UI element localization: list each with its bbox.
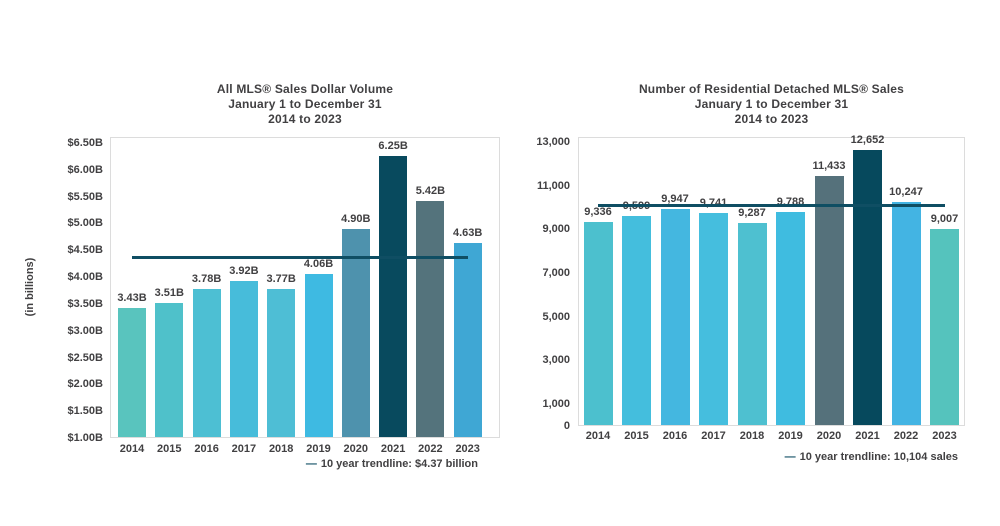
bar-2018 <box>737 223 767 425</box>
y-tick-label: $1.00B <box>67 432 103 444</box>
title-line-1: All MLS® Sales Dollar Volume <box>216 82 394 96</box>
bar-2022 <box>416 200 445 437</box>
x-axis-label-2019: 2019 <box>306 443 331 455</box>
bar-2016 <box>660 208 690 425</box>
chart-title: Number of Residential Detached MLS® Sale… <box>578 82 965 127</box>
x-axis-label-2017: 2017 <box>701 430 726 442</box>
y-tick-label: $5.50B <box>67 190 103 203</box>
bar-value-label-2016: 9,947 <box>661 192 689 205</box>
y-tick-label: 3,000 <box>542 354 570 367</box>
trendline <box>132 256 468 259</box>
y-tick-label: $6.50B <box>67 137 103 149</box>
y-tick-label: $2.50B <box>67 351 103 364</box>
x-axis-label-2020: 2020 <box>343 443 369 455</box>
x-axis-label-2018: 2018 <box>268 443 294 455</box>
y-tick-label: 9,000 <box>542 223 570 236</box>
bar-value-label-2020: 4.90B <box>341 212 371 225</box>
bar-value-label-2022: 5.42B <box>415 184 446 197</box>
x-axis-label-2015: 2015 <box>624 430 649 442</box>
title-line-2: January 1 to December 31 <box>694 97 849 111</box>
y-tick-label: $5.00B <box>67 217 103 230</box>
x-axis-label-2021: 2021 <box>855 430 880 442</box>
bar-2021 <box>379 156 408 437</box>
bar-value-label-2014: 9,336 <box>584 206 612 219</box>
y-tick-label: $4.50B <box>67 244 103 257</box>
bar-value-label-2017: 3.92B <box>229 265 259 278</box>
x-axis-label-2016: 2016 <box>194 443 219 455</box>
bar-value-label-2023: 9,007 <box>930 213 959 226</box>
bar-2020 <box>341 228 370 437</box>
bar-value-label-2022: 10,247 <box>889 186 923 199</box>
x-axis-label-2020: 2020 <box>816 430 842 442</box>
y-tick-label: $3.50B <box>67 297 103 310</box>
bar-2015 <box>622 216 651 425</box>
bar-value-label-2015: 3.51B <box>154 287 184 300</box>
bar-value-label-2021: 12,652 <box>850 133 885 146</box>
y-tick-label: 11,000 <box>536 179 570 192</box>
x-axis-label-2022: 2022 <box>893 430 919 442</box>
y-tick-label: $1.50B <box>67 405 103 418</box>
bar-2019 <box>776 212 805 425</box>
y-tick-label: 13,000 <box>536 136 570 148</box>
bar-2023 <box>453 243 482 437</box>
x-axis-label-2023: 2023 <box>932 430 957 442</box>
title-line-1: Number of Residential Detached MLS® Sale… <box>638 82 905 96</box>
x-axis-label-2014: 2014 <box>119 443 145 455</box>
bar-value-label-2019: 4.06B <box>303 257 334 270</box>
y-tick-label: $4.00B <box>67 271 103 284</box>
y-tick-label: 1,000 <box>542 398 570 411</box>
x-axis-label-2018: 2018 <box>739 430 765 442</box>
x-axis-label-2023: 2023 <box>455 443 480 455</box>
chart-title: All MLS® Sales Dollar Volume January 1 t… <box>110 82 500 127</box>
bar-2021 <box>853 149 882 425</box>
x-axis-label-2019: 2019 <box>778 430 803 442</box>
title-line-2: January 1 to December 31 <box>228 97 382 111</box>
bar-2019 <box>304 273 333 437</box>
bar-value-label-2021: 6.25B <box>378 140 408 153</box>
x-axis-label-2017: 2017 <box>231 443 257 455</box>
trendline-legend: —10 year trendline: $4.37 billion <box>306 457 478 471</box>
y-tick-label: $2.00B <box>67 378 103 391</box>
trendline-legend-text: 10 year trendline: $4.37 billion <box>320 458 478 470</box>
bar-value-label-2019: 9,788 <box>776 196 805 209</box>
x-axis-label-2022: 2022 <box>418 443 443 455</box>
trendline <box>598 204 945 207</box>
title-line-3: 2014 to 2023 <box>268 112 342 126</box>
bar-value-label-2018: 9,287 <box>738 207 766 220</box>
trendline-legend-dash: — <box>784 451 796 463</box>
trendline-legend: —10 year trendline: 10,104 sales <box>785 450 958 464</box>
bar-2018 <box>267 289 296 437</box>
bar-2015 <box>155 303 184 437</box>
trendline-legend-text: 10 year trendline: 10,104 sales <box>799 451 958 463</box>
y-tick-label: $3.00B <box>67 324 103 337</box>
bar-value-label-2023: 4.63B <box>453 227 483 240</box>
bar-2023 <box>930 229 959 425</box>
x-axis-label-2021: 2021 <box>380 443 406 455</box>
trendline-legend-dash: — <box>305 458 317 470</box>
bar-2014 <box>118 307 146 437</box>
y-tick-label: 7,000 <box>542 267 570 280</box>
bar-value-label-2020: 11,433 <box>812 160 846 173</box>
bar-2014 <box>583 222 613 425</box>
y-tick-label: 5,000 <box>542 310 570 323</box>
bar-value-label-2014: 3.43B <box>117 291 147 304</box>
bar-value-label-2018: 3.77B <box>266 273 296 286</box>
x-axis-label-2014: 2014 <box>585 430 611 442</box>
title-line-3: 2014 to 2023 <box>734 112 809 126</box>
x-axis-label-2016: 2016 <box>662 430 688 442</box>
y-tick-label: 0 <box>563 420 570 432</box>
x-axis-label-2015: 2015 <box>157 443 182 455</box>
bar-2022 <box>891 202 921 425</box>
bar-2020 <box>814 176 844 425</box>
y-tick-label: $6.00B <box>67 163 103 176</box>
bar-value-label-2016: 3.78B <box>191 272 222 285</box>
bar-2017 <box>699 213 728 425</box>
bar-2016 <box>192 288 221 437</box>
bar-2017 <box>229 281 258 437</box>
